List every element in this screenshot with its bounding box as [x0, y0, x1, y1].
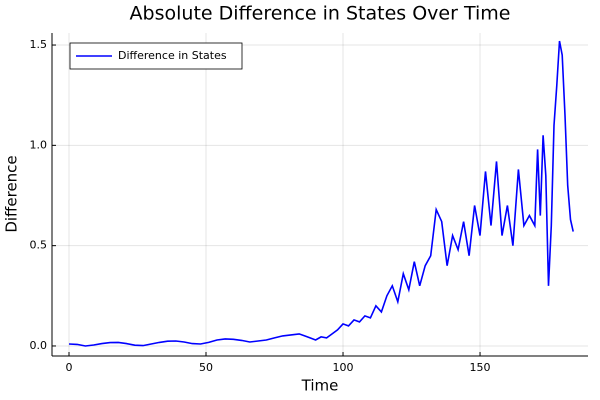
x-tick-label: 100	[333, 361, 354, 374]
x-tick-label: 150	[470, 361, 491, 374]
legend-box	[69, 42, 243, 70]
x-axis-label: Time	[301, 377, 339, 395]
chart-title: Absolute Difference in States Over Time	[130, 3, 511, 25]
y-tick-label: 1.0	[30, 138, 48, 151]
data-line	[68, 40, 574, 347]
y-tick-label: 1.5	[30, 38, 48, 51]
y-tick-label: 0.5	[30, 239, 48, 252]
y-axis-label: Difference	[3, 155, 21, 232]
x-tick-label: 0	[65, 361, 72, 374]
y-tick-label: 0.0	[30, 339, 48, 352]
legend-label: Difference in States	[118, 49, 227, 62]
x-tick-label: 50	[199, 361, 213, 374]
